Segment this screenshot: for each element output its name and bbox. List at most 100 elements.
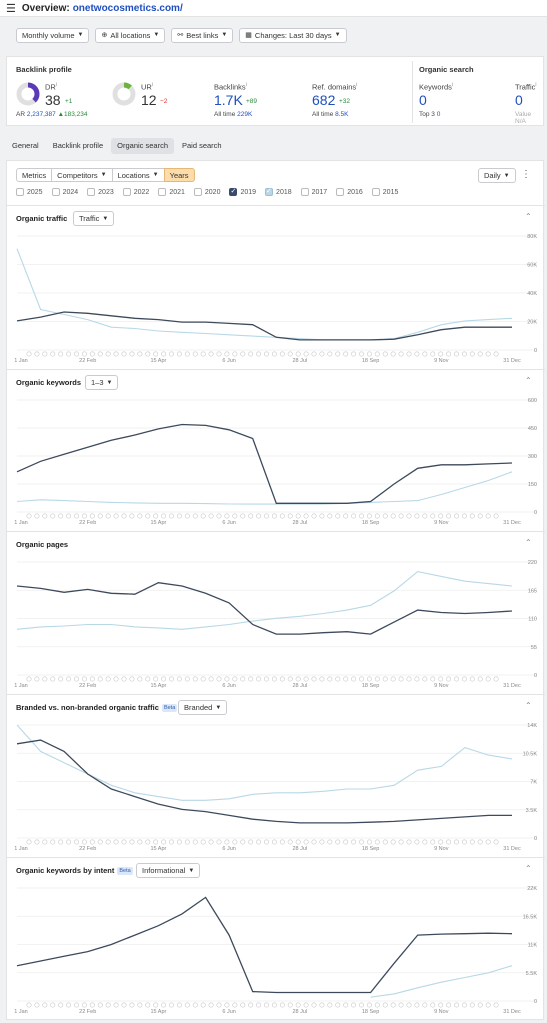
chart-metric-dropdown[interactable]: Traffic ▼ [73,211,115,226]
monthly-volume-dropdown[interactable]: Monthly volume ▼ [16,27,90,43]
annotation-marker[interactable] [74,676,80,682]
annotation-marker[interactable] [89,839,95,845]
annotation-marker[interactable] [34,1002,40,1008]
years-button[interactable]: Years [163,168,195,182]
annotation-marker[interactable] [153,513,159,519]
annotation-marker[interactable] [137,351,143,357]
annotation-marker[interactable] [382,1002,388,1008]
annotation-marker[interactable] [446,676,452,682]
annotation-marker[interactable] [192,351,198,357]
annotation-marker[interactable] [169,513,175,519]
traffic-value[interactable]: 0 [515,92,523,108]
annotation-marker[interactable] [145,839,151,845]
annotation-marker[interactable] [240,676,246,682]
annotation-marker[interactable] [461,1002,467,1008]
annotation-marker[interactable] [358,1002,364,1008]
annotation-marker[interactable] [66,839,72,845]
annotation-marker[interactable] [34,676,40,682]
annotation-marker[interactable] [97,351,103,357]
annotation-marker[interactable] [50,839,56,845]
annotation-marker[interactable] [224,513,230,519]
annotation-marker[interactable] [208,839,214,845]
annotation-marker[interactable] [81,1002,87,1008]
annotation-marker[interactable] [343,351,349,357]
annotation-marker[interactable] [66,513,72,519]
annotation-marker[interactable] [97,513,103,519]
annotation-marker[interactable] [145,351,151,357]
annotation-marker[interactable] [208,351,214,357]
annotation-marker[interactable] [311,676,317,682]
year-checkbox-2019[interactable]: 2019 [229,187,256,196]
annotation-marker[interactable] [477,676,483,682]
annotation-marker[interactable] [74,513,80,519]
annotation-marker[interactable] [34,351,40,357]
ref-domains-alltime-value[interactable]: 8.5K [335,111,349,118]
annotation-marker[interactable] [121,676,127,682]
year-checkbox-2023[interactable]: 2023 [87,188,114,196]
annotation-marker[interactable] [438,351,444,357]
annotation-marker[interactable] [414,676,420,682]
annotation-marker[interactable] [192,676,198,682]
annotation-marker[interactable] [208,513,214,519]
annotation-marker[interactable] [129,513,135,519]
annotation-marker[interactable] [493,1002,499,1008]
annotation-marker[interactable] [366,513,372,519]
annotation-marker[interactable] [358,839,364,845]
annotation-marker[interactable] [398,351,404,357]
annotation-marker[interactable] [374,513,380,519]
annotation-marker[interactable] [414,351,420,357]
annotation-marker[interactable] [422,351,428,357]
annotation-marker[interactable] [358,513,364,519]
annotation-marker[interactable] [105,513,111,519]
annotation-marker[interactable] [438,1002,444,1008]
year-checkbox-2015[interactable]: 2015 [371,188,398,196]
annotation-marker[interactable] [113,351,119,357]
annotation-marker[interactable] [414,839,420,845]
annotation-marker[interactable] [374,839,380,845]
annotation-marker[interactable] [303,351,309,357]
annotation-marker[interactable] [351,839,357,845]
annotation-marker[interactable] [232,839,238,845]
annotation-marker[interactable] [453,513,459,519]
annotation-marker[interactable] [74,839,80,845]
checkbox-icon[interactable] [87,188,96,196]
annotation-marker[interactable] [351,676,357,682]
annotation-marker[interactable] [295,676,301,682]
annotation-marker[interactable] [469,676,475,682]
info-icon[interactable]: i [151,82,153,88]
year-checkbox-2025[interactable]: 2025 [16,188,43,196]
annotation-marker[interactable] [105,351,111,357]
annotation-marker[interactable] [129,351,135,357]
annotation-marker[interactable] [74,351,80,357]
annotation-marker[interactable] [453,351,459,357]
annotation-marker[interactable] [121,513,127,519]
annotation-marker[interactable] [335,351,341,357]
annotation-marker[interactable] [366,839,372,845]
annotation-marker[interactable] [121,839,127,845]
annotation-marker[interactable] [406,676,412,682]
tab-general[interactable]: General [12,141,39,150]
annotation-marker[interactable] [81,839,87,845]
annotation-marker[interactable] [176,513,182,519]
annotation-marker[interactable] [438,676,444,682]
annotation-marker[interactable] [295,351,301,357]
annotation-marker[interactable] [145,676,151,682]
annotation-marker[interactable] [256,351,262,357]
annotation-marker[interactable] [58,1002,64,1008]
annotation-marker[interactable] [26,1002,32,1008]
annotation-marker[interactable] [58,839,64,845]
annotation-marker[interactable] [422,676,428,682]
annotation-marker[interactable] [335,513,341,519]
year-checkbox-2022[interactable]: 2022 [122,188,149,196]
info-icon[interactable]: i [356,82,358,88]
info-icon[interactable]: i [55,82,57,88]
chart-metric-dropdown[interactable]: 1–3 ▼ [85,375,119,390]
annotation-marker[interactable] [58,351,64,357]
info-icon[interactable]: i [535,82,537,88]
annotation-marker[interactable] [89,513,95,519]
annotation-marker[interactable] [263,839,269,845]
annotation-marker[interactable] [319,839,325,845]
annotation-marker[interactable] [430,1002,436,1008]
chart-metric-dropdown[interactable]: Branded ▼ [178,700,228,715]
annotation-marker[interactable] [438,513,444,519]
